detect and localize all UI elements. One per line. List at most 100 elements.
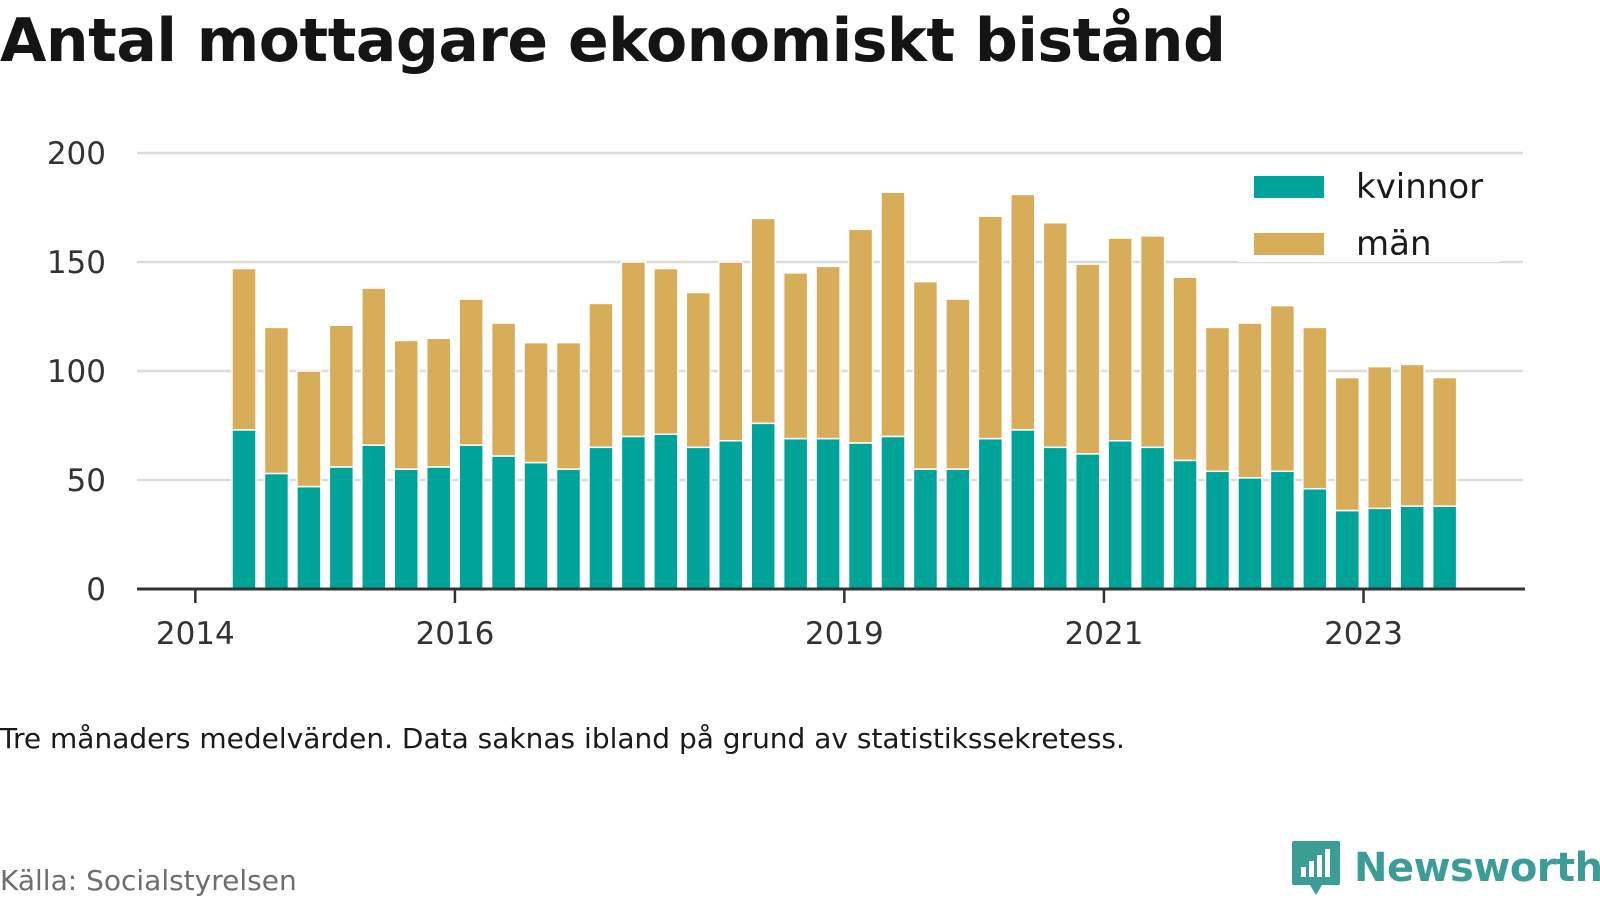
bar-man	[425, 337, 452, 468]
bar-man	[880, 191, 906, 438]
bar-man	[263, 326, 290, 475]
bar-kvinnor	[328, 466, 355, 590]
bar-kvinnor	[1204, 470, 1231, 590]
bar-kvinnor	[1431, 505, 1458, 590]
legend: kvinnor män	[1238, 162, 1500, 264]
bar-kvinnor	[782, 437, 809, 590]
bar-man	[1042, 222, 1068, 449]
bar-kvinnor	[1269, 470, 1296, 590]
legend-label: män	[1356, 224, 1432, 264]
bar-man	[1074, 263, 1101, 455]
bar-kvinnor	[231, 429, 257, 590]
bar-kvinnor	[425, 466, 452, 590]
bar-kvinnor	[815, 437, 841, 590]
bar-man	[1139, 235, 1166, 449]
y-axis-ticks: 0 50 100 150 200	[47, 136, 106, 608]
x-tick-label: 2021	[1064, 616, 1143, 652]
bar-kvinnor	[296, 485, 322, 590]
bar-kvinnor	[718, 440, 744, 590]
x-tick-label: 2019	[805, 616, 884, 652]
x-axis: 2014 2016 2019 2021 2023	[137, 587, 1525, 652]
legend-label: kvinnor	[1356, 167, 1483, 207]
bar-kvinnor	[880, 435, 906, 590]
bar-man	[458, 298, 484, 446]
y-tick-label: 50	[67, 463, 106, 499]
bar-kvinnor	[393, 468, 419, 590]
bar-kvinnor	[1237, 477, 1263, 590]
bar-kvinnor	[555, 468, 582, 590]
bar-man	[296, 370, 322, 488]
bar-kvinnor	[523, 461, 549, 590]
x-tick-label: 2014	[156, 616, 235, 652]
bar-man	[523, 341, 549, 464]
bar-man	[782, 272, 809, 440]
bar-kvinnor	[847, 442, 874, 590]
bar-man	[750, 217, 776, 425]
bar-man	[1204, 326, 1231, 473]
brand-name: Newsworthy	[1354, 845, 1600, 891]
bar-man	[1237, 322, 1263, 479]
stacked-bar-chart: 0 50 100 150 200 2014 2016 2019 2021 2023 kvinno…	[47, 136, 1525, 652]
bar-man	[620, 261, 647, 438]
bar-kvinnor	[1074, 453, 1101, 590]
bar-man	[490, 322, 517, 457]
y-tick-label: 100	[47, 354, 106, 390]
bar-man	[1302, 326, 1328, 490]
y-tick-label: 0	[86, 572, 106, 608]
bar-man	[1107, 237, 1133, 442]
bar-kvinnor	[1042, 446, 1068, 590]
bar-kvinnor	[1334, 509, 1361, 590]
bar-man	[1010, 193, 1036, 431]
bar-man	[1172, 276, 1198, 462]
source-credit: Källa: Socialstyrelsen	[0, 864, 297, 897]
bar-man	[361, 287, 387, 446]
newsworthy-logo-icon	[1292, 841, 1340, 895]
x-tick-label: 2016	[415, 616, 494, 652]
legend-swatch	[1254, 176, 1324, 198]
bar-kvinnor	[1399, 505, 1425, 590]
bar-kvinnor	[653, 433, 679, 590]
bar-kvinnor	[1139, 446, 1166, 590]
bar-kvinnor	[620, 435, 647, 590]
bar-man	[847, 228, 874, 444]
bar-kvinnor	[490, 455, 517, 590]
bar-man	[1334, 376, 1361, 512]
bar-man	[653, 267, 679, 435]
y-tick-label: 150	[47, 245, 106, 281]
bar-kvinnor	[685, 446, 712, 590]
bar-man	[718, 261, 744, 442]
bar-man	[393, 339, 419, 470]
chart-note: Tre månaders medelvärden. Data saknas ib…	[0, 722, 1125, 755]
bar-kvinnor	[458, 444, 484, 590]
bar-kvinnor	[945, 468, 971, 590]
bar-kvinnor	[1107, 440, 1133, 590]
bar-kvinnor	[750, 422, 776, 590]
y-tick-label: 200	[47, 136, 106, 172]
bar-kvinnor	[912, 468, 939, 590]
bar-kvinnor	[1172, 459, 1198, 590]
bar-man	[685, 291, 712, 449]
bar-man	[328, 324, 355, 468]
bar-kvinnor	[1010, 429, 1036, 590]
bar-kvinnor	[588, 446, 614, 590]
bar-man	[815, 265, 841, 440]
bar-man	[945, 298, 971, 470]
bar-kvinnor	[263, 472, 290, 590]
bar-kvinnor	[361, 444, 387, 590]
bar-man	[1367, 365, 1393, 510]
bar-man	[1431, 376, 1458, 507]
chart-title: Antal mottagare ekonomiskt bistånd	[0, 6, 1226, 76]
bar-kvinnor	[1302, 487, 1328, 590]
bar-man	[912, 280, 939, 470]
bar-man	[1269, 304, 1296, 473]
bar-man	[231, 267, 257, 431]
bar-man	[555, 341, 582, 470]
bar-kvinnor	[1367, 507, 1393, 590]
x-tick-label: 2023	[1324, 616, 1403, 652]
bar-man	[977, 215, 1004, 440]
bar-man	[588, 302, 614, 449]
bar-man	[1399, 363, 1425, 507]
bar-kvinnor	[977, 437, 1004, 590]
newsworthy-brand: Newsworthy	[1290, 838, 1600, 898]
legend-swatch	[1254, 233, 1324, 255]
